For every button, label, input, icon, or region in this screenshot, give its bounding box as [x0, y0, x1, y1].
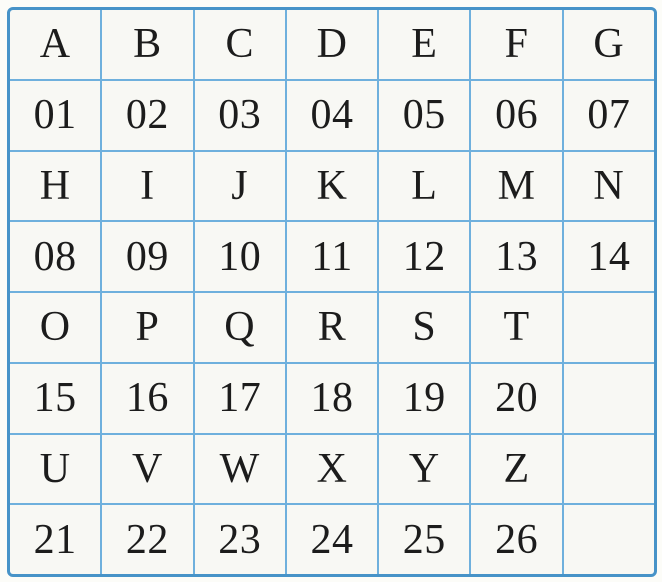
table-cell: Z [471, 434, 562, 504]
table-cell: J [194, 151, 285, 221]
table-cell: 19 [379, 363, 470, 433]
table-cell: 14 [563, 222, 654, 291]
table-cell: U [10, 434, 101, 504]
table-cell: 01 [10, 80, 101, 150]
table-cell: 03 [194, 80, 285, 150]
table-cell: 06 [471, 80, 562, 150]
table-cell: A [10, 10, 101, 79]
table-cell: 09 [102, 222, 193, 291]
table-cell: Y [379, 434, 470, 504]
table-cell: 02 [102, 80, 193, 150]
table-cell: 20 [471, 363, 562, 433]
table-cell: D [286, 10, 378, 79]
table-cell: V [102, 434, 193, 504]
table-cell: 23 [194, 505, 285, 574]
table-cell: 10 [194, 222, 285, 291]
table-cell: 22 [102, 505, 193, 574]
table-cell: L [379, 151, 470, 221]
table-cell: 24 [286, 505, 378, 574]
table-cell: N [563, 151, 654, 221]
table-cell: 21 [10, 505, 101, 574]
table-cell: H [10, 151, 101, 221]
table-cell: G [563, 10, 654, 79]
table-cell: X [286, 434, 378, 504]
table-cell: 26 [471, 505, 562, 574]
table-cell: 05 [379, 80, 470, 150]
table-cell: R [286, 293, 378, 362]
cipher-table: A B C D E F G 01 02 03 04 05 06 07 H I J… [7, 7, 657, 577]
table-cell: Q [194, 293, 285, 362]
table-cell: 08 [10, 222, 101, 291]
table-cell: P [102, 293, 193, 362]
table-cell: 25 [379, 505, 470, 574]
table-cell: O [10, 293, 101, 362]
table-cell: 12 [379, 222, 470, 291]
table-cell: I [102, 151, 193, 221]
table-cell: S [379, 293, 470, 362]
table-cell: 15 [10, 363, 101, 433]
table-cell: K [286, 151, 378, 221]
table-cell: 07 [563, 80, 654, 150]
table-cell: 17 [194, 363, 285, 433]
table-cell: 11 [286, 222, 378, 291]
table-cell-empty [563, 293, 654, 362]
table-cell: 13 [471, 222, 562, 291]
table-cell: 16 [102, 363, 193, 433]
table-cell-empty [563, 434, 654, 504]
table-cell-empty [563, 505, 654, 574]
table-cell: 18 [286, 363, 378, 433]
table-cell: C [194, 10, 285, 79]
table-cell: M [471, 151, 562, 221]
table-cell: T [471, 293, 562, 362]
table-cell: B [102, 10, 193, 79]
table-cell: 04 [286, 80, 378, 150]
table-cell: E [379, 10, 470, 79]
table-cell-empty [563, 363, 654, 433]
table-cell: W [194, 434, 285, 504]
table-cell: F [471, 10, 562, 79]
